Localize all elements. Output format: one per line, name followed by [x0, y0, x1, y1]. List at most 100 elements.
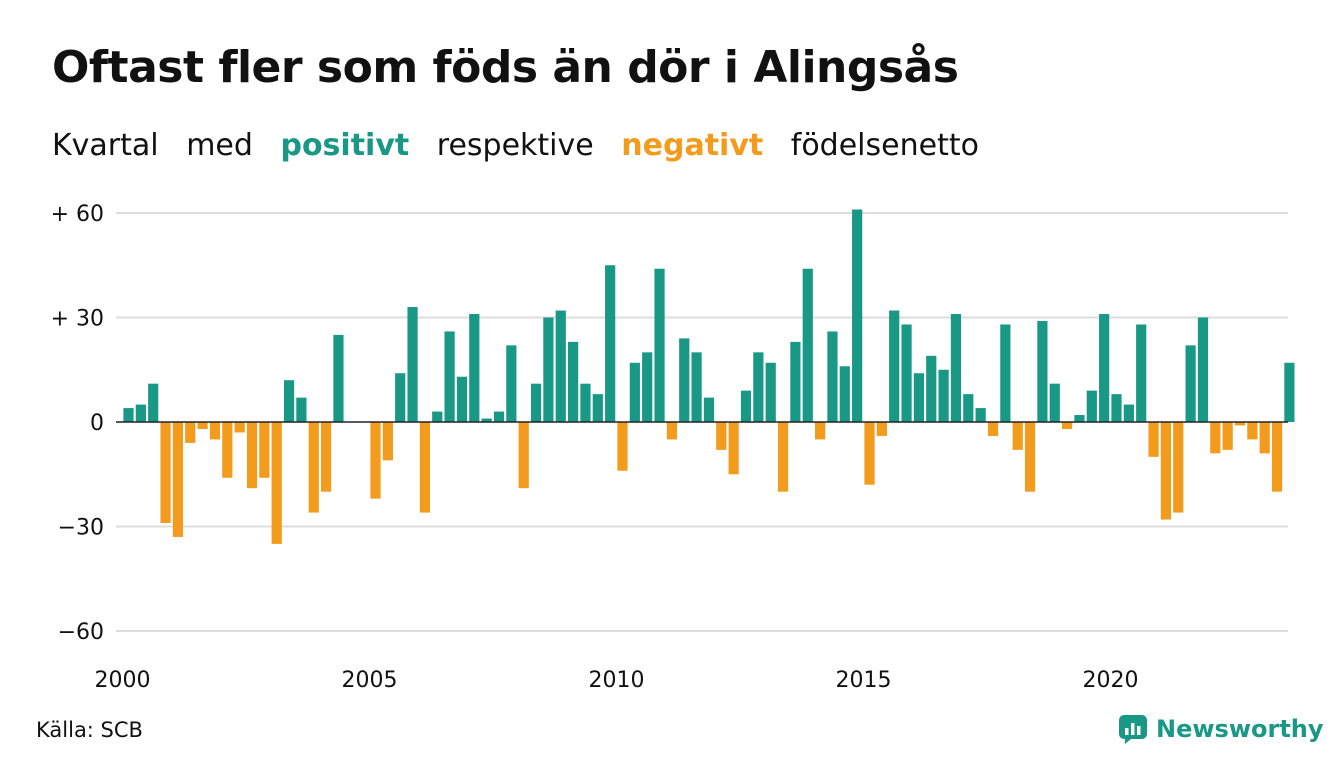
- bar-2001-q4: [209, 422, 221, 440]
- bar-2020-q3: [1136, 324, 1147, 422]
- bar-2016-q3: [938, 369, 949, 422]
- bar-2012-q1: [716, 422, 727, 450]
- x-tick-label: 2015: [836, 668, 892, 693]
- bar-2002-q2: [234, 422, 245, 433]
- bar-2005-q1: [370, 422, 381, 499]
- bar-2016-q4: [950, 314, 962, 422]
- bar-2007-q4: [506, 345, 517, 422]
- y-tick-label: + 60: [51, 202, 104, 227]
- bar-2020-q4: [1148, 422, 1159, 457]
- chart-subtitle: Kvartal med positivt respektive negativt…: [52, 128, 997, 163]
- bar-2021-q2: [1173, 422, 1184, 513]
- bar-2007-q3: [493, 411, 505, 422]
- bar-2002-q4: [259, 422, 270, 478]
- y-tick-label: 0: [90, 411, 104, 436]
- bar-2012-q3: [740, 390, 752, 422]
- bar-2003-q4: [308, 422, 319, 513]
- bar-2000-q4: [160, 422, 171, 524]
- bar-2006-q2: [432, 411, 443, 422]
- bar-2018-q1: [1012, 422, 1023, 450]
- bar-2009-q3: [592, 394, 603, 422]
- subtitle-text-1: Kvartal: [52, 128, 159, 163]
- bar-2008-q4: [555, 310, 566, 422]
- bar-2003-q1: [271, 422, 282, 544]
- bar-2002-q3: [246, 422, 258, 489]
- bar-2001-q3: [197, 422, 208, 429]
- bar-2021-q4: [1197, 317, 1209, 422]
- bar-2022-q2: [1222, 422, 1233, 450]
- brand-name: Newsworthy: [1156, 715, 1324, 743]
- x-tick-label: 2000: [95, 668, 151, 693]
- bar-2015-q1: [864, 422, 875, 485]
- y-tick-label: + 30: [51, 307, 104, 332]
- x-tick-label: 2020: [1083, 668, 1139, 693]
- bar-2017-q2: [975, 408, 986, 422]
- y-tick-label: −60: [58, 620, 104, 645]
- x-tick-label: 2005: [342, 668, 398, 693]
- bar-2015-q3: [889, 310, 900, 422]
- bar-2014-q1: [815, 422, 826, 440]
- bar-2020-q2: [1123, 404, 1134, 422]
- bar-2022-q4: [1247, 422, 1258, 440]
- x-axis-labels: 2000 2005 2010 2015 2020: [95, 668, 1139, 693]
- bar-2010-q1: [617, 422, 628, 471]
- bar-2020-q1: [1111, 394, 1122, 422]
- bars: [123, 209, 1295, 544]
- x-tick-label: 2010: [589, 668, 645, 693]
- bar-2021-q3: [1185, 345, 1196, 422]
- bar-2019-q3: [1086, 390, 1097, 422]
- bar-2017-q3: [987, 422, 999, 436]
- bar-2012-q2: [728, 422, 739, 475]
- bar-2010-q4: [654, 268, 665, 422]
- bar-2001-q2: [185, 422, 196, 443]
- bar-2009-q1: [568, 341, 579, 422]
- bar-2022-q3: [1234, 422, 1246, 426]
- bar-2006-q4: [456, 376, 468, 422]
- bar-2008-q3: [543, 317, 554, 422]
- bar-2017-q4: [1000, 324, 1011, 422]
- bar-2011-q3: [691, 352, 702, 422]
- subtitle-text-2: med: [186, 128, 253, 163]
- bar-2019-q4: [1099, 314, 1110, 422]
- bar-2011-q2: [679, 338, 690, 422]
- bar-2012-q4: [753, 352, 764, 422]
- bar-2018-q3: [1037, 320, 1048, 422]
- brand-logo[interactable]: Newsworthy: [1118, 714, 1324, 744]
- y-axis-labels: + 60 + 30 0 −30 −60: [51, 202, 104, 645]
- bar-2023-q3: [1284, 362, 1295, 422]
- y-tick-label: −30: [58, 516, 104, 541]
- bar-2018-q2: [1024, 422, 1036, 492]
- bar-2016-q2: [926, 355, 937, 422]
- bar-2005-q4: [407, 307, 418, 422]
- bar-2010-q2: [629, 362, 640, 422]
- bar-2013-q1: [765, 362, 776, 422]
- subtitle-positive-label: positivt: [280, 128, 410, 163]
- bar-2022-q1: [1210, 422, 1221, 454]
- bar-2014-q2: [827, 331, 838, 422]
- bar-2010-q3: [642, 352, 653, 422]
- subtitle-text-3: respektive: [436, 128, 594, 163]
- subtitle-text-4: födelsenetto: [790, 128, 979, 163]
- bar-2019-q2: [1074, 415, 1085, 422]
- bar-2000-q2: [135, 404, 146, 422]
- bar-2005-q3: [395, 373, 406, 422]
- bar-2001-q1: [172, 422, 183, 537]
- bar-2008-q1: [518, 422, 529, 489]
- bar-2008-q2: [530, 383, 542, 422]
- bar-2004-q1: [321, 422, 332, 492]
- source-note: Källa: SCB: [36, 718, 143, 742]
- chart-title: Oftast fler som föds än dör i Alingsås: [52, 42, 959, 93]
- bar-2000-q3: [148, 383, 159, 422]
- subtitle-negative-label: negativt: [621, 128, 764, 163]
- bar-2015-q4: [901, 324, 912, 422]
- bar-2002-q1: [222, 422, 233, 478]
- bar-2006-q3: [444, 331, 455, 422]
- bar-2014-q3: [839, 366, 850, 422]
- bar-2019-q1: [1062, 422, 1073, 429]
- bar-2009-q4: [605, 265, 616, 422]
- bar-2005-q2: [382, 422, 393, 461]
- grid-lines: [116, 212, 1288, 632]
- bar-2004-q2: [333, 334, 344, 422]
- bar-2013-q2: [777, 422, 789, 492]
